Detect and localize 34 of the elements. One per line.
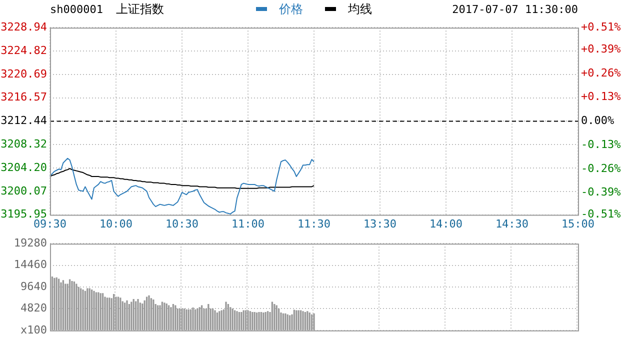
y-tick-label: 3208.32 xyxy=(0,137,47,150)
y-tick-label: 3220.69 xyxy=(0,67,47,80)
y2-tick-label: +0.39% xyxy=(581,42,622,56)
y2-tick-label: 0.00% xyxy=(581,114,614,128)
y-tick-label: 14460 xyxy=(14,258,47,272)
text: sh000001 xyxy=(50,2,104,16)
y2-tick-label: -0.13% xyxy=(581,138,622,151)
y2-tick-label: +0.51% xyxy=(581,20,622,34)
legend-label: 均线 xyxy=(348,0,372,18)
x-tick-label: 13:30 xyxy=(363,217,397,230)
y-tick-label: 3200.07 xyxy=(0,184,47,198)
y-tick-label: 3228.94 xyxy=(0,20,48,34)
y-tick-label: 3216.57 xyxy=(0,90,47,104)
text: 2017-07-07 11:30:00 xyxy=(452,2,578,16)
y2-tick-label: -0.26% xyxy=(581,162,622,175)
x-tick-label: 10:00 xyxy=(99,217,133,230)
y-tick-label: x100 xyxy=(20,323,47,336)
y2-tick-label: +0.26% xyxy=(581,66,622,80)
y-tick-label: 3224.82 xyxy=(0,44,47,57)
x-tick-label: 09:30 xyxy=(33,217,67,230)
y-tick-label: 3212.44 xyxy=(0,114,48,128)
chart-title: 上证指数 xyxy=(116,0,165,18)
y-tick-label: 19280 xyxy=(14,236,47,250)
y-tick-label: 4820 xyxy=(20,302,47,315)
x-tick-label: 14:30 xyxy=(495,217,529,230)
y-tick-label: 3204.20 xyxy=(0,160,47,174)
x-tick-label: 14:00 xyxy=(429,217,463,230)
y2-tick-label: +0.13% xyxy=(581,90,622,104)
x-tick-label: 11:30 xyxy=(297,217,331,230)
legend-label: 价格 xyxy=(279,0,303,18)
y2-tick-label: -0.39% xyxy=(581,186,622,199)
x-tick-label: 11:00 xyxy=(231,217,265,230)
y-tick-label: 9640 xyxy=(20,280,47,293)
x-tick-label: 10:30 xyxy=(165,217,199,230)
